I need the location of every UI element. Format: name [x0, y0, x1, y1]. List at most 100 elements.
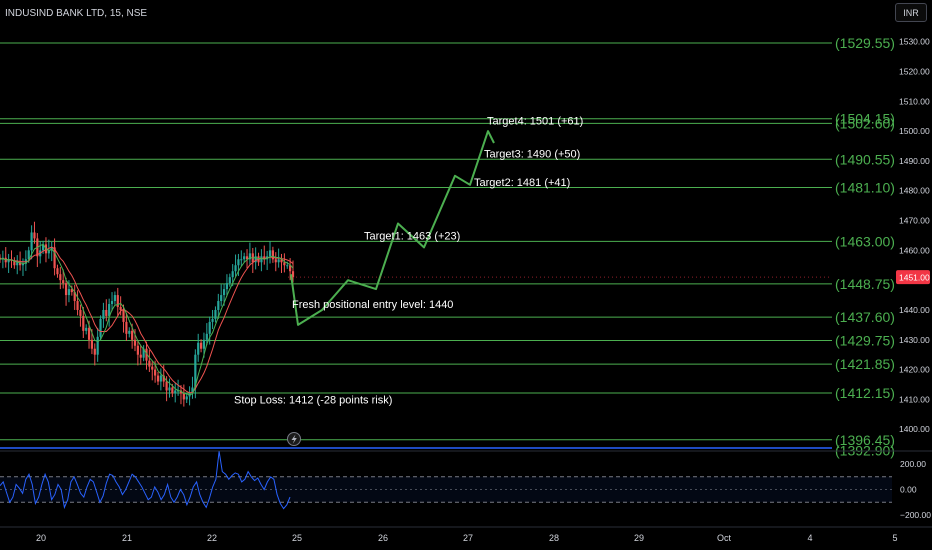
- level-label: (1502.60): [835, 115, 895, 131]
- cci-line: [0, 451, 291, 510]
- candle-body: [136, 345, 139, 355]
- moving-average-green: [0, 243, 294, 396]
- candle-body: [59, 274, 62, 281]
- candle-body: [76, 301, 79, 310]
- candle-body: [113, 295, 117, 302]
- candle-body: [280, 259, 283, 263]
- candle-body: [85, 327, 88, 331]
- candle-body: [154, 369, 157, 376]
- time-tick-label: 5: [892, 533, 897, 543]
- time-tick-label: 20: [36, 533, 46, 543]
- candle-body: [197, 342, 200, 355]
- candle-body: [271, 250, 274, 260]
- panel-separator: [0, 447, 932, 452]
- candle-body: [220, 295, 223, 302]
- level-label: (1392.90): [835, 442, 895, 458]
- annotation-label: Stop Loss: 1412 (-28 points risk): [234, 394, 392, 406]
- annotation-label: Target2: 1481 (+41): [474, 177, 570, 189]
- candle-body: [0, 257, 2, 260]
- candle-body: [182, 393, 185, 400]
- candle-body: [254, 256, 257, 263]
- candle-body: [286, 265, 289, 267]
- time-tick-label: 28: [549, 533, 559, 543]
- level-label: (1421.85): [835, 356, 895, 372]
- candle-body: [13, 260, 16, 266]
- level-label: (1463.00): [835, 233, 895, 249]
- candle-body: [133, 339, 137, 346]
- candle-body: [148, 360, 151, 367]
- candle-body: [122, 309, 125, 322]
- price-tick-label: 1520.00: [899, 66, 930, 76]
- level-label: (1481.10): [835, 179, 895, 195]
- candle-body: [168, 387, 171, 391]
- annotation-label: Target3: 1490 (+50): [484, 148, 580, 160]
- level-labels: (1529.55) (1504.15)(1502.60) (1490.55) (148…: [835, 35, 895, 458]
- price-axis[interactable]: 1530.00 1520.00 1510.00 1500.00 1490.00 1480.…: [899, 37, 930, 435]
- candle-body: [90, 339, 94, 349]
- candle-body: [277, 259, 280, 263]
- candle-body: [102, 309, 105, 319]
- candle-body: [64, 283, 68, 296]
- candle-body: [19, 262, 22, 266]
- candle-body: [214, 309, 217, 319]
- level-label: (1504.15): [835, 111, 895, 127]
- candle-body: [56, 268, 59, 275]
- projected-path: [290, 130, 495, 326]
- candle-body: [87, 327, 91, 340]
- candle-body: [142, 348, 145, 358]
- level-label: (1529.55): [835, 35, 895, 51]
- candle-body: [41, 244, 45, 251]
- candle-body: [99, 318, 102, 337]
- candle-body: [260, 256, 263, 263]
- price-tick-label: 1420.00: [899, 365, 930, 375]
- time-axis[interactable]: 20 21 22 25 26 27 28 29 Oct 4 5: [0, 526, 932, 543]
- candle-body: [202, 339, 206, 349]
- candle-body: [53, 247, 56, 269]
- candle-body: [151, 366, 154, 370]
- candle-body: [194, 354, 197, 388]
- candle-body: [139, 354, 142, 358]
- cci-indicator-pane: 200.00 0.00 −200.00: [0, 451, 931, 520]
- candle-body: [225, 283, 229, 290]
- time-tick-label: Oct: [717, 533, 732, 543]
- candle-body: [208, 321, 211, 334]
- projected-path-line: [290, 130, 495, 326]
- candle-body: [82, 315, 85, 331]
- candle-body: [248, 253, 252, 260]
- cci-tick-label: −200.00: [900, 510, 931, 520]
- candle-body: [222, 289, 226, 296]
- price-tick-label: 1430.00: [899, 335, 930, 345]
- price-tick-label: 1460.00: [899, 245, 930, 255]
- annotation-label: Fresh positional entry level: 1440: [292, 299, 453, 311]
- candle-body: [174, 390, 177, 394]
- candle-body: [145, 348, 148, 361]
- level-label: (1429.75): [835, 333, 895, 349]
- level-label: (1448.75): [835, 276, 895, 292]
- currency-selector[interactable]: INR: [895, 3, 927, 22]
- price-tick-label: 1490.00: [899, 156, 930, 166]
- candle-body: [93, 348, 96, 355]
- candle-body: [116, 295, 119, 307]
- candle-body: [159, 375, 162, 382]
- chart-title: INDUSIND BANK LTD, 15, NSE: [5, 8, 148, 19]
- candle-body: [231, 271, 234, 278]
- level-label: (1490.55): [835, 151, 895, 167]
- candle-body: [243, 256, 246, 260]
- candle-body: [156, 375, 160, 382]
- candle-body: [47, 250, 50, 254]
- candle-body: [30, 232, 33, 251]
- lightning-icon[interactable]: [287, 432, 301, 446]
- candle-body: [79, 309, 82, 316]
- candle-body: [191, 387, 194, 394]
- candle-body: [274, 259, 277, 263]
- price-tick-label: 1500.00: [899, 126, 930, 136]
- time-tick-label: 4: [807, 533, 812, 543]
- candle-body: [131, 330, 134, 340]
- current-price-badge-bg: [896, 270, 930, 285]
- candle-body: [263, 256, 266, 260]
- candle-body: [119, 306, 122, 310]
- price-tick-label: 1480.00: [899, 186, 930, 196]
- candle-body: [245, 256, 249, 260]
- candle-body: [108, 304, 111, 316]
